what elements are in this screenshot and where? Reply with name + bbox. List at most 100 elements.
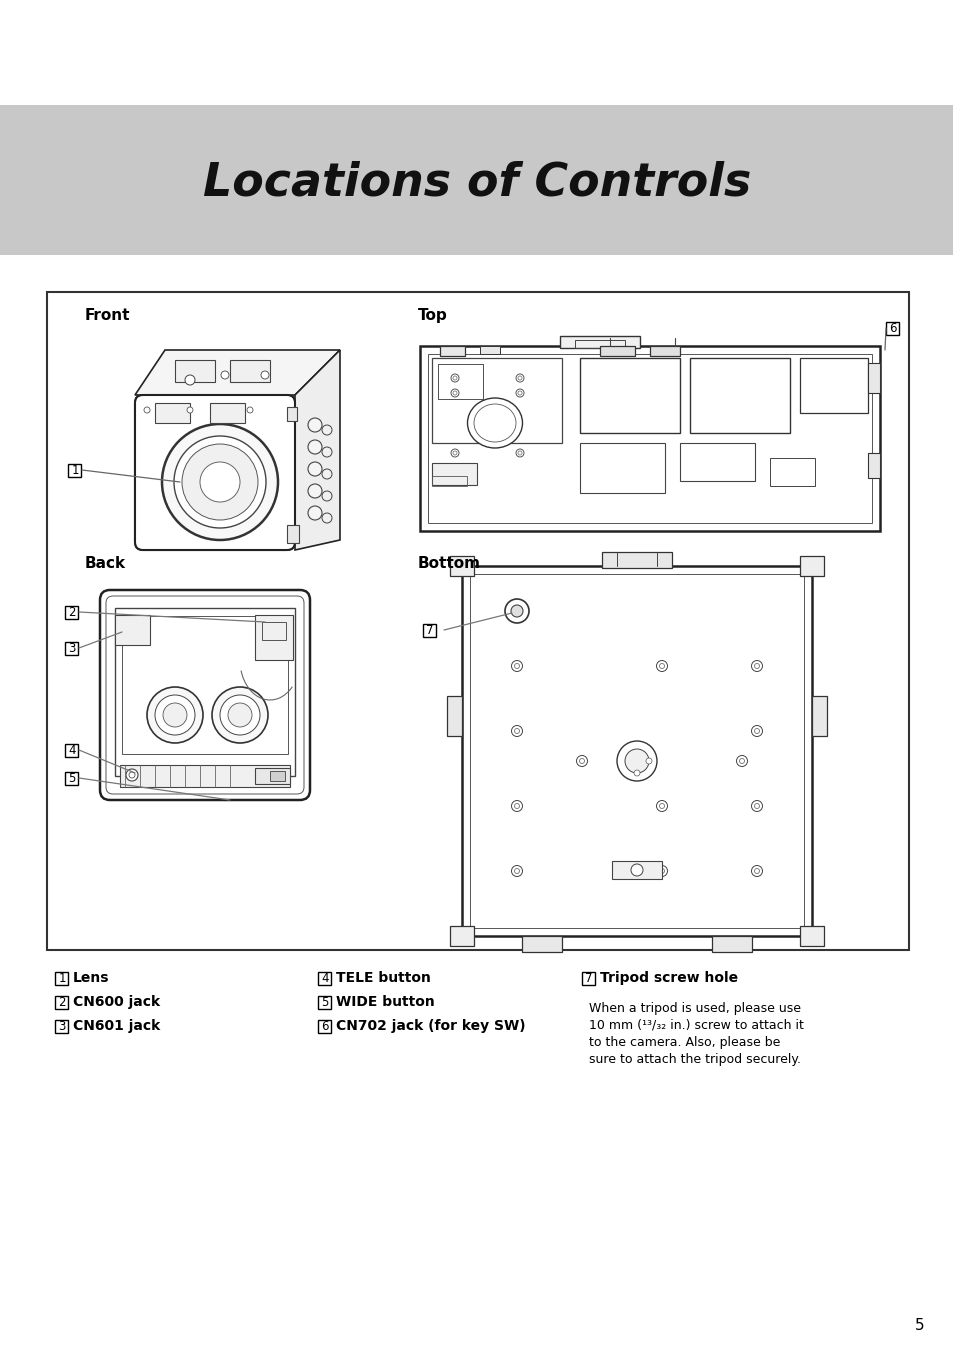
Circle shape (212, 688, 268, 743)
Bar (439, 346, 464, 357)
Circle shape (322, 469, 332, 480)
Bar (432, 476, 467, 486)
Bar (800, 925, 823, 946)
Circle shape (187, 407, 193, 413)
Bar (867, 363, 879, 393)
Circle shape (308, 417, 322, 432)
Bar (769, 458, 814, 486)
Circle shape (624, 748, 648, 773)
Circle shape (173, 436, 266, 528)
Bar (450, 925, 474, 946)
Circle shape (308, 484, 322, 499)
Circle shape (308, 440, 322, 454)
Circle shape (154, 694, 194, 735)
Circle shape (511, 866, 522, 877)
Bar (55, 971, 69, 985)
Bar (559, 336, 639, 349)
Bar (689, 358, 789, 434)
Bar (800, 358, 867, 413)
FancyBboxPatch shape (100, 590, 310, 800)
Text: 7: 7 (426, 624, 434, 636)
Bar (254, 767, 290, 784)
Circle shape (736, 755, 747, 766)
Circle shape (451, 374, 458, 382)
Circle shape (751, 801, 761, 812)
FancyBboxPatch shape (135, 394, 294, 550)
Bar (230, 359, 270, 382)
Bar (649, 346, 679, 357)
Circle shape (453, 376, 456, 380)
Bar (55, 996, 69, 1008)
Text: 10 mm (¹³/₃₂ in.) screw to attach it: 10 mm (¹³/₃₂ in.) screw to attach it (588, 1019, 803, 1032)
Bar (115, 615, 150, 644)
Text: 5: 5 (69, 771, 75, 785)
Bar (318, 971, 331, 985)
Bar (711, 936, 751, 952)
Bar (254, 615, 293, 661)
Bar (679, 443, 754, 481)
Circle shape (220, 694, 260, 735)
Bar (0, 105, 953, 255)
Circle shape (322, 447, 332, 457)
Bar (318, 996, 331, 1008)
Circle shape (451, 449, 458, 457)
Circle shape (751, 866, 761, 877)
Circle shape (659, 804, 664, 808)
Bar (419, 346, 879, 531)
Bar (66, 743, 78, 757)
Text: 3: 3 (58, 1020, 66, 1032)
Circle shape (511, 725, 522, 736)
Circle shape (451, 389, 458, 397)
Circle shape (517, 376, 521, 380)
Circle shape (453, 390, 456, 394)
Circle shape (659, 663, 664, 669)
Bar (582, 971, 595, 985)
Ellipse shape (474, 404, 516, 442)
Text: Back: Back (85, 557, 126, 571)
Bar (115, 608, 294, 775)
Bar (154, 403, 190, 423)
Text: Tripod screw hole: Tripod screw hole (599, 971, 738, 985)
Circle shape (656, 866, 667, 877)
Text: 1: 1 (58, 971, 66, 985)
Circle shape (578, 758, 584, 763)
Text: 4: 4 (321, 971, 329, 985)
Circle shape (576, 755, 587, 766)
Text: 6: 6 (888, 322, 896, 335)
Bar (66, 771, 78, 785)
Circle shape (147, 688, 203, 743)
Circle shape (322, 426, 332, 435)
Circle shape (163, 703, 187, 727)
Circle shape (144, 407, 150, 413)
Circle shape (739, 758, 743, 763)
Text: 4: 4 (69, 743, 75, 757)
Bar (270, 771, 285, 781)
Circle shape (751, 661, 761, 671)
Circle shape (129, 771, 135, 778)
Circle shape (261, 372, 269, 380)
Polygon shape (294, 350, 339, 550)
Ellipse shape (467, 399, 522, 449)
Circle shape (221, 372, 229, 380)
Circle shape (514, 728, 519, 734)
Circle shape (453, 451, 456, 455)
Bar (461, 566, 811, 936)
Bar (612, 861, 661, 880)
Circle shape (308, 462, 322, 476)
Text: WIDE button: WIDE button (335, 994, 435, 1009)
Bar (174, 359, 214, 382)
Circle shape (185, 376, 194, 385)
Circle shape (751, 725, 761, 736)
Bar (601, 553, 671, 567)
Bar (47, 292, 908, 950)
Text: 7: 7 (584, 971, 592, 985)
Circle shape (656, 661, 667, 671)
Circle shape (322, 490, 332, 501)
Bar (579, 443, 664, 493)
Text: 5: 5 (321, 996, 329, 1008)
Bar (318, 1020, 331, 1032)
Circle shape (514, 804, 519, 808)
Bar (437, 363, 482, 399)
Bar (470, 574, 803, 928)
Bar (55, 1020, 69, 1032)
